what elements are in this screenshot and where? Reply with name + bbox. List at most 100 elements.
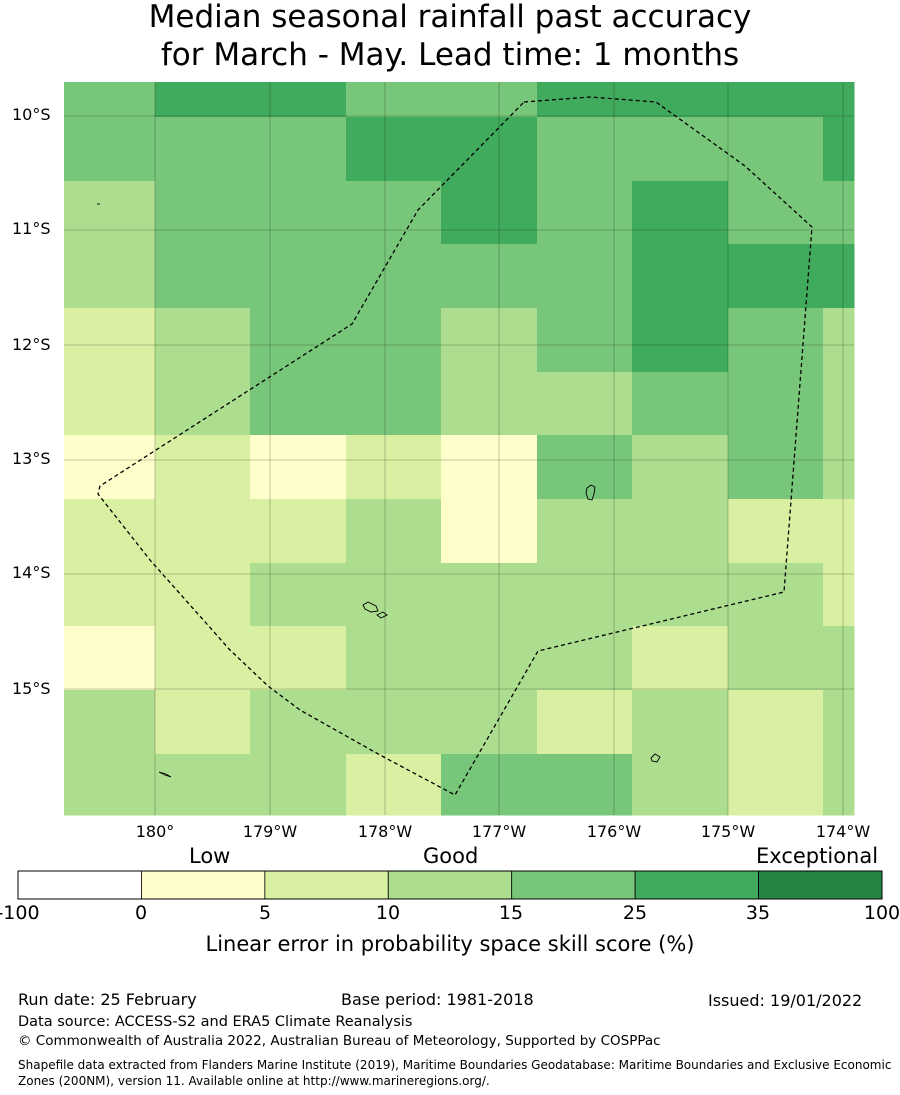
grid-cell (250, 372, 347, 436)
eez-boundary-line (97, 96, 813, 796)
grid-cell (441, 308, 538, 373)
grid-cell (823, 563, 855, 627)
skill-grid (64, 82, 855, 816)
colorbar-segments (17, 870, 883, 900)
grid-cell (632, 117, 729, 182)
data-source: Data source: ACCESS-S2 and ERA5 Climate … (18, 1014, 413, 1030)
lat-label: 12°S (12, 335, 51, 354)
colorbar-segment (141, 870, 266, 900)
grid-cell (441, 181, 538, 245)
grid-cell (250, 308, 347, 373)
grid-cell (823, 626, 855, 691)
grid-cell (441, 563, 538, 627)
colorbar-tick: 25 (622, 902, 648, 924)
grid-cell (250, 563, 347, 627)
category-low-label: Low (189, 844, 231, 868)
grid-cell (155, 308, 251, 373)
lat-label: 14°S (12, 563, 51, 582)
grid-cell (346, 563, 442, 627)
colorbar-tick: 5 (258, 902, 272, 924)
lat-label: 10°S (12, 105, 51, 124)
copyright: © Commonwealth of Australia 2022, Austra… (18, 1033, 661, 1049)
colorbar-label: Linear error in probability space skill … (205, 932, 695, 956)
grid-cell (728, 563, 824, 627)
grid-cell (346, 372, 442, 436)
lon-label: 179°W (242, 822, 298, 841)
grid-cell (632, 82, 729, 118)
grid-cell (250, 435, 347, 500)
grid-cell (632, 181, 729, 245)
map-title-line-1: Median seasonal rainfall past accuracy (148, 0, 752, 35)
grid-cell (537, 244, 633, 309)
grid-cell (823, 690, 855, 755)
grid-cell (537, 117, 633, 182)
colorbar-segment (758, 870, 883, 900)
colorbar-segment (511, 870, 636, 900)
grid-cell (155, 690, 251, 755)
grid-cell (537, 181, 633, 245)
lon-label: 180° (135, 822, 175, 841)
grid-cell (823, 372, 855, 436)
lon-label: 175°W (700, 822, 756, 841)
grid-cell (823, 82, 855, 118)
grid-cell (64, 117, 156, 182)
grid-cell (346, 499, 442, 564)
island-small-west-outline (158, 771, 172, 778)
grid-cell (823, 117, 855, 182)
grid-cell (155, 82, 251, 118)
grid-cell (823, 181, 855, 245)
grid-cell (632, 563, 729, 627)
grid-cell (155, 117, 251, 182)
grid-cell (728, 244, 824, 309)
colorbar-tick: -100 (0, 902, 40, 924)
colorbar-tick: 10 (375, 902, 401, 924)
colorbar-outline (17, 870, 883, 900)
lat-label: 15°S (12, 679, 51, 698)
grid-cell (537, 690, 633, 755)
grid-cell (441, 82, 538, 118)
grid-cell (250, 754, 347, 816)
grid-cell (346, 754, 442, 816)
grid-cell (250, 117, 347, 182)
grid-cell (823, 308, 855, 373)
island-futuna-outline (376, 611, 388, 619)
grid-cell (155, 435, 251, 500)
grid-cell (728, 626, 824, 691)
grid-cell (728, 372, 824, 436)
grid-cell (346, 117, 442, 182)
graticule (64, 82, 854, 815)
lat-label: 13°S (12, 449, 51, 468)
grid-cell (155, 563, 251, 627)
grid-cell (728, 690, 824, 755)
issued-date: Issued: 19/01/2022 (708, 991, 863, 1010)
grid-cell (155, 372, 251, 436)
grid-cell (64, 244, 156, 309)
colorbar-tick: 0 (134, 902, 148, 924)
island-wallis-outline (362, 601, 379, 613)
grid-cell (728, 435, 824, 500)
colorbar-segment (387, 870, 513, 900)
lon-label: 177°W (471, 822, 527, 841)
grid-cell (441, 626, 538, 691)
category-exceptional-label: Exceptional (756, 844, 879, 868)
island-small-east-outline (650, 753, 661, 763)
grid-cell (250, 82, 347, 118)
map-title-line-2: for March - May. Lead time: 1 months (160, 37, 740, 73)
grid-cell (728, 754, 824, 816)
grid-cell (64, 435, 156, 500)
grid-cell (64, 372, 156, 436)
grid-cell (632, 754, 729, 816)
grid-cell (441, 690, 538, 755)
grid-cell (537, 626, 633, 691)
colorbar-tick: 15 (498, 902, 524, 924)
grid-cell (728, 181, 824, 245)
grid-cell (64, 690, 156, 755)
grid-cell (632, 626, 729, 691)
grid-cell (346, 181, 442, 245)
grid-cell (64, 754, 156, 816)
shapefile-note: Shapefile data extracted from Flanders M… (18, 1058, 892, 1088)
grid-cell (346, 308, 442, 373)
grid-cell (441, 244, 538, 309)
grid-cell (155, 754, 251, 816)
